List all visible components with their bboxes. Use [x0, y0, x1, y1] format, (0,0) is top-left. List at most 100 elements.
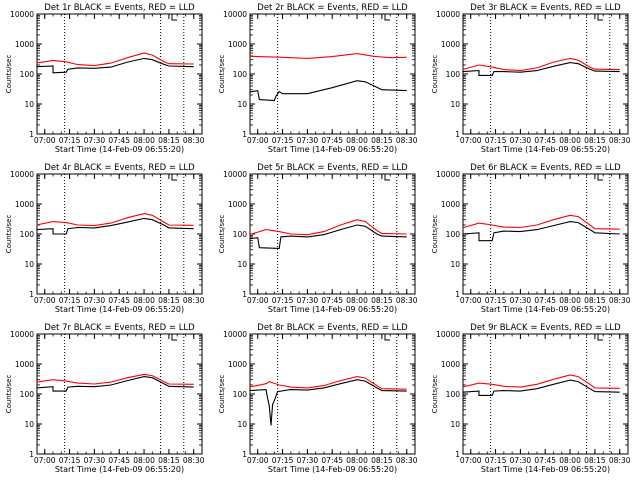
y-axis-label: Counts/sec [218, 55, 226, 94]
y-tick-label: 10 [450, 100, 460, 109]
chart-panel-6: Det 6r BLACK = Events, RED = LLD 1 10 100 10… [431, 163, 631, 314]
corner-marker [171, 14, 177, 21]
y-axis-label: Counts/sec [5, 375, 13, 414]
x-tick-label: 08:00 [559, 456, 581, 465]
plot-frame [462, 173, 629, 295]
y-tick-label: 10000 [10, 170, 34, 179]
series-line-events [249, 379, 407, 426]
x-tick-label: 08:00 [133, 136, 155, 145]
chart-title: Det 5r BLACK = Events, RED = LLD [257, 163, 408, 173]
y-tick-label: 10000 [10, 330, 34, 339]
x-tick-label: 07:30 [510, 456, 532, 465]
chart-title: Det 4r BLACK = Events, RED = LLD [44, 163, 195, 173]
x-tick-label: 07:00 [247, 136, 269, 145]
x-tick-label: 08:00 [559, 136, 581, 145]
x-tick-label: 08:00 [346, 136, 368, 145]
x-tick-label: 08:30 [609, 456, 631, 465]
y-tick-label: 10 [237, 260, 247, 269]
chart-title: Det 9r BLACK = Events, RED = LLD [470, 323, 621, 333]
y-axis-label: Counts/sec [218, 375, 226, 414]
series-line-lld [462, 374, 620, 389]
y-tick-label: 10 [450, 420, 460, 429]
corner-marker [171, 334, 177, 341]
x-tick-label: 07:15 [272, 296, 294, 305]
x-tick-label: 08:15 [158, 456, 180, 465]
y-tick-label: 10 [450, 260, 460, 269]
y-tick-label: 10000 [436, 170, 460, 179]
x-tick-label: 08:15 [158, 136, 180, 145]
x-axis-label: Start Time (14-Feb-09 06:55:20) [55, 465, 184, 474]
x-tick-label: 07:15 [272, 136, 294, 145]
y-axis-label: Counts/sec [431, 55, 439, 94]
x-tick-label: 08:30 [396, 296, 418, 305]
series-line-lld [249, 219, 407, 236]
y-tick-label: 1 [29, 130, 34, 139]
series-line-lld [462, 214, 620, 230]
y-tick-label: 10000 [436, 10, 460, 19]
y-tick-label: 10 [24, 420, 34, 429]
x-tick-label: 07:15 [272, 456, 294, 465]
series-line-events [462, 221, 620, 242]
x-tick-label: 07:30 [510, 296, 532, 305]
series-line-events [36, 376, 194, 392]
chart-panel-7: Det 7r BLACK = Events, RED = LLD 1 10 100 10… [5, 323, 205, 474]
x-axis-label: Start Time (14-Feb-09 06:55:20) [55, 145, 184, 154]
series-line-events [249, 80, 407, 102]
chart-panel-8: Det 8r BLACK = Events, RED = LLD 1 10 100 10… [218, 323, 418, 474]
y-axis-label: Counts/sec [431, 215, 439, 254]
y-tick-label: 100 [446, 390, 461, 399]
plot-frame [462, 333, 629, 455]
x-tick-label: 07:45 [534, 456, 556, 465]
x-tick-label: 07:00 [247, 296, 269, 305]
x-tick-label: 08:30 [396, 136, 418, 145]
corner-marker [384, 14, 390, 21]
y-tick-label: 100 [233, 230, 248, 239]
plot-frame [36, 13, 203, 135]
x-tick-label: 07:45 [321, 296, 343, 305]
y-tick-label: 1 [242, 290, 247, 299]
chart-title: Det 6r BLACK = Events, RED = LLD [470, 163, 621, 173]
plot-frame [36, 333, 203, 455]
series-line-lld [462, 57, 620, 72]
plot-frame [249, 13, 416, 135]
y-tick-label: 100 [20, 70, 35, 79]
y-tick-label: 1000 [228, 200, 247, 209]
chart-title: Det 1r BLACK = Events, RED = LLD [44, 3, 195, 13]
x-tick-label: 07:30 [510, 136, 532, 145]
chart-panel-1: Det 1r BLACK = Events, RED = LLD 1 10 100 10… [5, 3, 205, 154]
x-tick-label: 07:30 [84, 296, 106, 305]
x-tick-label: 07:15 [59, 296, 81, 305]
corner-marker [597, 334, 603, 341]
y-tick-label: 100 [446, 230, 461, 239]
x-tick-label: 07:45 [108, 456, 130, 465]
x-tick-label: 08:15 [371, 296, 393, 305]
x-tick-label: 07:15 [59, 456, 81, 465]
y-tick-label: 10000 [223, 170, 247, 179]
x-tick-label: 07:45 [321, 136, 343, 145]
x-axis-label: Start Time (14-Feb-09 06:55:20) [55, 305, 184, 314]
y-tick-label: 100 [233, 70, 248, 79]
x-tick-label: 08:00 [346, 456, 368, 465]
x-tick-label: 07:30 [84, 136, 106, 145]
y-tick-label: 1000 [441, 200, 460, 209]
corner-marker [384, 334, 390, 341]
y-axis-label: Counts/sec [218, 215, 226, 254]
chart-panel-2: Det 2r BLACK = Events, RED = LLD 1 10 100 10… [218, 3, 418, 154]
x-tick-label: 07:15 [485, 296, 507, 305]
x-tick-label: 07:45 [108, 136, 130, 145]
y-tick-label: 10000 [10, 10, 34, 19]
x-tick-label: 07:00 [460, 136, 482, 145]
y-tick-label: 100 [446, 70, 461, 79]
y-tick-label: 10 [24, 100, 34, 109]
series-line-lld [36, 52, 194, 67]
y-tick-label: 1 [29, 290, 34, 299]
y-tick-label: 1000 [441, 360, 460, 369]
x-axis-label: Start Time (14-Feb-09 06:55:20) [268, 305, 397, 314]
x-axis-label: Start Time (14-Feb-09 06:55:20) [481, 465, 610, 474]
plot-frame [462, 13, 629, 135]
x-tick-label: 07:45 [321, 456, 343, 465]
series-line-lld [36, 373, 194, 385]
chart-title: Det 2r BLACK = Events, RED = LLD [257, 3, 408, 13]
series-line-events [462, 62, 620, 76]
